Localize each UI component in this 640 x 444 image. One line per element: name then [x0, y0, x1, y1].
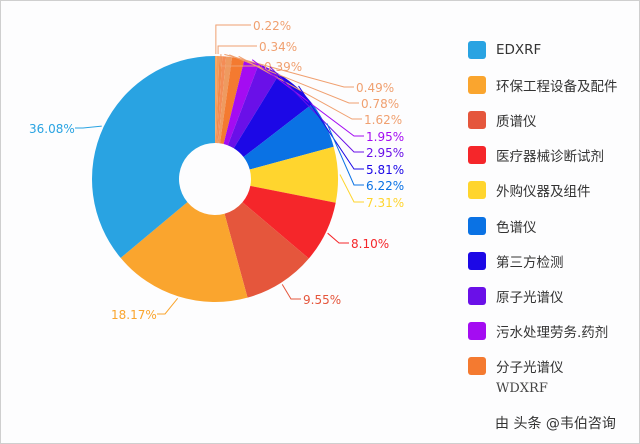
data-label: 0.34%	[259, 40, 297, 54]
legend-label: EDXRF	[496, 41, 542, 58]
legend-swatch	[468, 181, 486, 200]
legend-label: 第三方检测	[496, 254, 564, 271]
pie-slice[interactable]	[215, 56, 220, 144]
pie-slice[interactable]	[220, 57, 245, 145]
leader-line	[326, 123, 364, 186]
legend-label: 环保工程设备及配件	[496, 78, 618, 95]
leader-line	[339, 174, 364, 203]
legend-item[interactable]: EDXRF	[468, 32, 618, 67]
legend-swatch	[468, 110, 486, 129]
pie-slice[interactable]	[224, 202, 309, 298]
leader-line	[224, 53, 354, 88]
legend-swatch	[468, 322, 486, 341]
data-label: 6.22%	[366, 179, 404, 193]
legend-swatch	[468, 146, 486, 165]
data-label: 7.31%	[366, 196, 404, 210]
pie-slice[interactable]	[120, 202, 248, 302]
pie-slice[interactable]	[218, 56, 233, 144]
legend-item[interactable]: 质谱仪	[468, 102, 618, 137]
legend-label: 污水处理劳务.药剂	[496, 325, 609, 342]
legend-label: 医疗器械诊断试剂	[496, 149, 604, 166]
leader-line	[327, 232, 349, 244]
legend-item[interactable]: 分子光谱仪	[468, 349, 618, 384]
legend-swatch	[468, 216, 486, 235]
pie-slice[interactable]	[243, 103, 334, 170]
donut-chart: 0.22%0.34%0.39%0.49%0.78%1.62%1.95%2.95%…	[29, 19, 404, 322]
pie-slice[interactable]	[242, 185, 336, 259]
data-label: 1.95%	[366, 130, 404, 144]
data-label: 0.78%	[361, 97, 399, 111]
legend-item[interactable]: 色谱仪	[468, 208, 618, 243]
legend-label: 外购仪器及组件	[496, 184, 591, 201]
legend-swatch	[468, 251, 486, 270]
pie-slice[interactable]	[223, 59, 259, 146]
data-label: 1.62%	[364, 113, 402, 127]
leader-line	[215, 24, 251, 55]
data-label: 36.08%	[29, 122, 75, 136]
legend-swatch	[468, 286, 486, 305]
pie-slice[interactable]	[217, 56, 227, 144]
pie-slice[interactable]	[233, 74, 313, 158]
pie-slice[interactable]	[227, 64, 280, 149]
leader-line	[229, 54, 359, 104]
leader-line	[220, 54, 262, 67]
leader-line	[298, 85, 364, 170]
legend: EDXRF 环保工程设备及配件 质谱仪医疗器械诊断试剂 外购仪器及组件 色谱仪第三方检测…	[468, 32, 618, 384]
data-label: 0.49%	[356, 81, 394, 95]
data-label: 5.81%	[366, 163, 404, 177]
legend-item-wdxrf[interactable]: WDXRF	[496, 381, 548, 396]
data-label: 8.10%	[351, 237, 389, 251]
legend-label: 色谱仪	[496, 219, 537, 236]
source-watermark: 由 头条 @韦伯咨询	[495, 416, 616, 432]
leader-line	[217, 45, 257, 55]
legend-item[interactable]: 医疗器械诊断试剂	[468, 138, 618, 173]
legend-swatch	[468, 75, 486, 94]
legend-swatch	[468, 40, 486, 59]
leader-line	[238, 55, 362, 120]
pie-slice[interactable]	[249, 146, 338, 203]
pie-slice[interactable]	[216, 56, 223, 144]
data-label: 2.95%	[366, 146, 404, 160]
leader-line	[269, 66, 364, 153]
leader-line	[251, 59, 364, 137]
data-label: 18.17%	[111, 308, 157, 322]
legend-item[interactable]: 原子光谱仪	[468, 278, 618, 313]
leader-line	[157, 297, 179, 315]
data-label: 9.55%	[303, 293, 341, 307]
pie-slice[interactable]	[215, 56, 217, 144]
pie-slice[interactable]	[92, 56, 215, 258]
legend-label: 分子光谱仪	[496, 360, 564, 377]
legend-item[interactable]: 外购仪器及组件	[468, 173, 618, 208]
legend-label: 质谱仪	[496, 113, 537, 130]
data-label: 0.22%	[253, 19, 291, 33]
legend-item[interactable]: 第三方检测	[468, 243, 618, 278]
legend-item[interactable]: 污水处理劳务.药剂	[468, 314, 618, 349]
legend-swatch	[468, 357, 486, 376]
leader-line	[281, 284, 301, 300]
legend-label: 原子光谱仪	[496, 289, 564, 306]
leader-line	[75, 125, 102, 129]
legend-item[interactable]: 环保工程设备及配件	[468, 67, 618, 102]
